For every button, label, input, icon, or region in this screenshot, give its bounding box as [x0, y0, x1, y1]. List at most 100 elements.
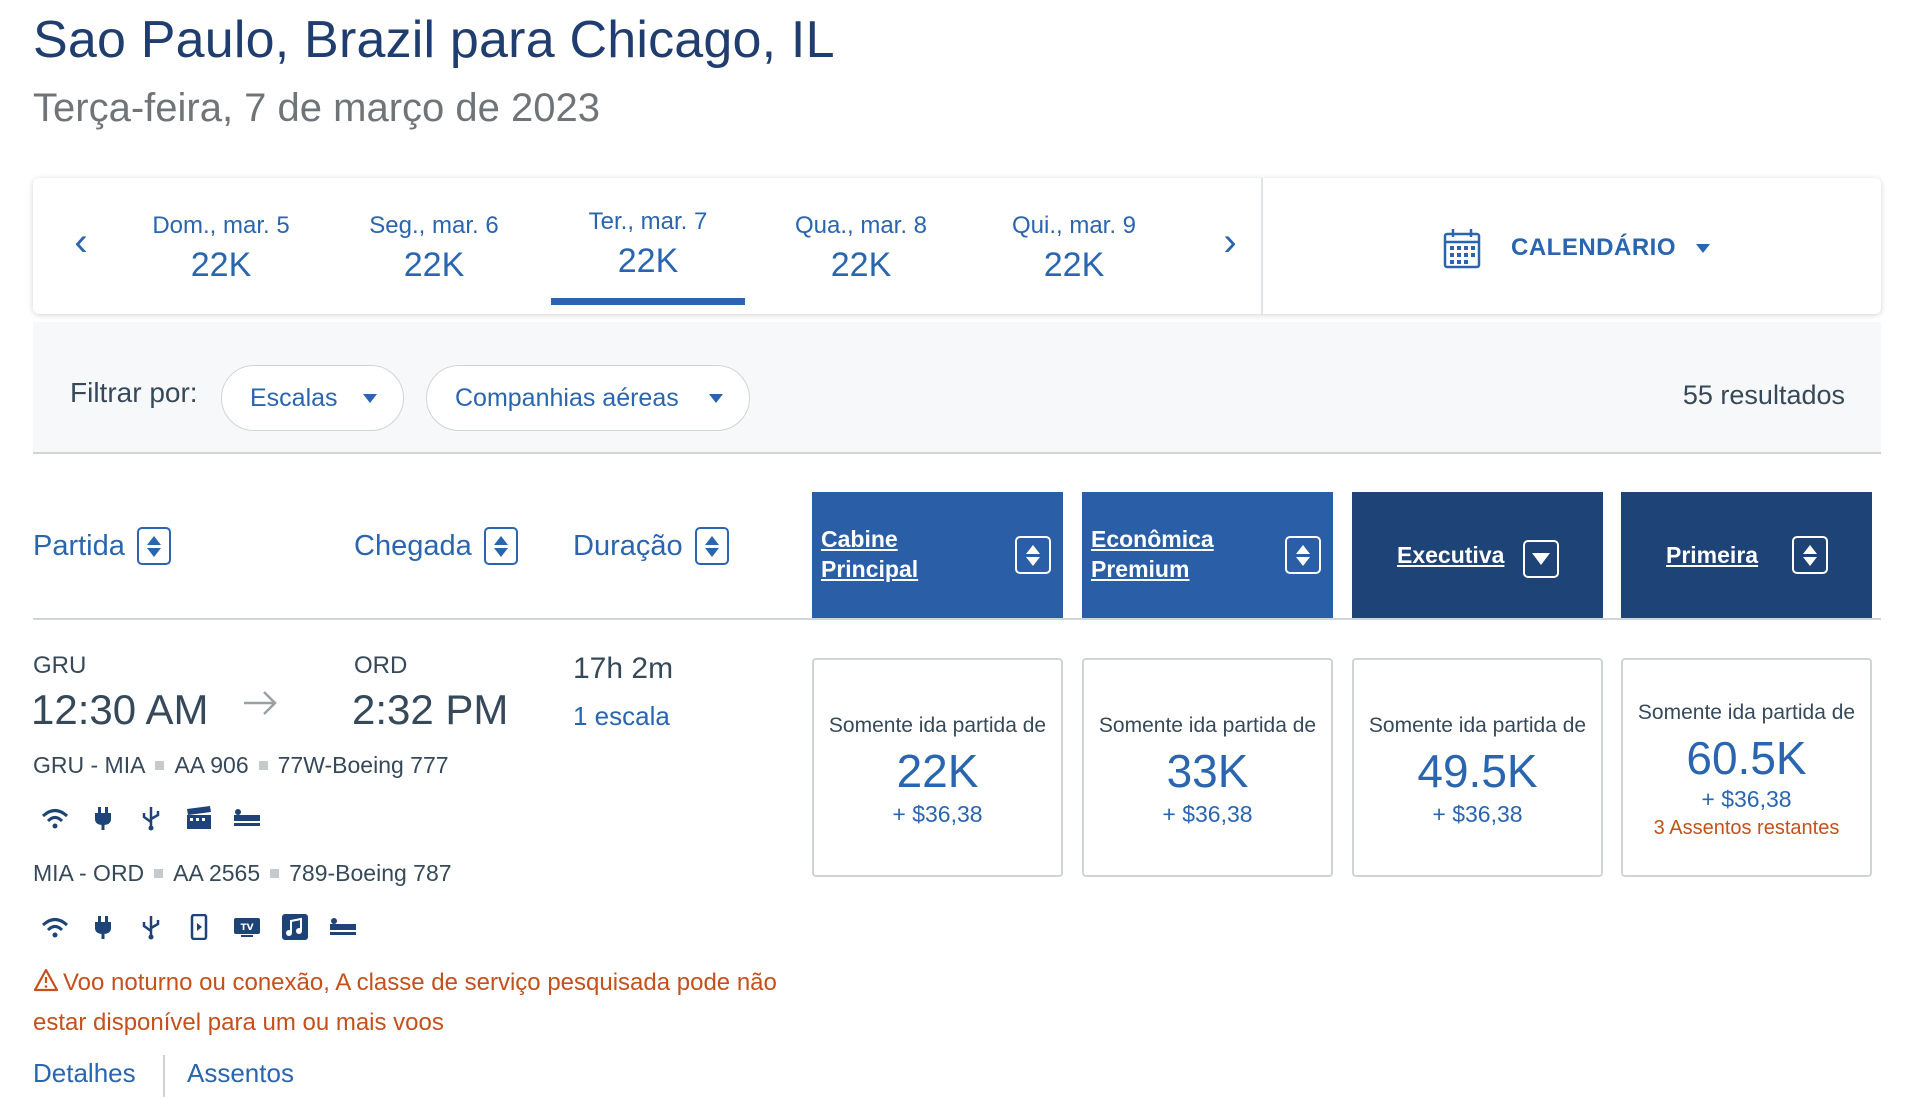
fare-card-business[interactable]: Somente ida partida de 49.5K + $36,38	[1352, 658, 1603, 877]
calendar-label: CALENDÁRIO	[1511, 234, 1676, 261]
cabin-header-label: Executiva	[1397, 542, 1505, 568]
date-label: Ter., mar. 7	[588, 208, 708, 235]
sort-icon	[694, 527, 729, 565]
music-icon	[282, 914, 308, 940]
result-count: 55 resultados	[1682, 380, 1845, 410]
warning-icon	[33, 968, 59, 992]
sort-icon	[1285, 536, 1321, 574]
seats-link[interactable]: Assentos	[187, 1058, 294, 1088]
cabin-header-first[interactable]: Primeira	[1621, 492, 1872, 620]
sort-by-arrival[interactable]: Chegada	[354, 527, 518, 565]
cabin-header-label: Primeira	[1666, 542, 1759, 568]
date-option-mar-5[interactable]: Dom., mar. 5 22K	[124, 212, 318, 285]
separator	[258, 761, 268, 770]
fare-miles: 60.5K	[1686, 732, 1807, 784]
flight-segment-1: GRU - MIA AA 906 77W-Boeing 777	[33, 752, 449, 779]
stops-link[interactable]: 1 escala	[573, 701, 670, 731]
fare-caption: Somente ida partida de	[1637, 701, 1856, 724]
flight-duration: 17h 2m	[573, 652, 674, 685]
filter-bar: Filtrar por: Escalas Companhias aéreas 5…	[33, 322, 1881, 454]
cabin-header-label: Cabine Principal	[821, 526, 919, 582]
details-link[interactable]: Detalhes	[33, 1058, 136, 1088]
date-label: Qui., mar. 9	[1011, 212, 1137, 239]
segment-flight-number: AA 906	[174, 752, 249, 778]
date-price: 22K	[830, 246, 892, 284]
calendar-icon	[1443, 229, 1481, 269]
cabin-header-main[interactable]: Cabine Principal	[812, 492, 1063, 620]
page-title: Sao Paulo, Brazil para Chicago, IL	[33, 11, 835, 69]
date-option-mar-9[interactable]: Qui., mar. 9 22K	[977, 212, 1171, 285]
sort-descending-icon	[1523, 540, 1559, 578]
stops-filter-dropdown[interactable]: Escalas	[221, 365, 404, 431]
fare-miles: 22K	[896, 745, 979, 797]
date-option-mar-8[interactable]: Qua., mar. 8 22K	[764, 212, 958, 285]
divider	[163, 1055, 165, 1097]
separator	[155, 761, 165, 770]
flight-segment-2: MIA - ORD AA 2565 789-Boeing 787	[33, 860, 452, 887]
date-label: Dom., mar. 5	[152, 212, 290, 239]
sort-by-departure[interactable]: Partida	[33, 527, 171, 565]
page-subtitle-date: Terça-feira, 7 de março de 2023	[33, 86, 600, 130]
segment-1-amenities	[40, 805, 262, 831]
svg-text:TV: TV	[240, 923, 253, 933]
usb-icon	[142, 916, 160, 940]
power-outlet-icon	[95, 807, 111, 830]
segment-route: MIA - ORD	[33, 860, 145, 886]
destination-airport-code: ORD	[354, 652, 408, 679]
chevron-right-icon[interactable]: ›	[1223, 220, 1237, 264]
fare-card-first[interactable]: Somente ida partida de 60.5K + $36,38 3 …	[1621, 658, 1872, 877]
segment-flight-number: AA 2565	[173, 860, 261, 886]
sort-by-duration[interactable]: Duração	[573, 527, 729, 565]
tv-icon: TV	[234, 918, 260, 937]
selected-date-underline	[551, 298, 745, 305]
arrow-right-icon	[244, 691, 277, 715]
usb-icon	[142, 807, 160, 831]
cabin-header-business[interactable]: Executiva	[1352, 492, 1603, 620]
date-option-mar-6[interactable]: Seg., mar. 6 22K	[337, 212, 531, 285]
fare-tax: + $36,38	[1432, 801, 1523, 827]
wifi-icon	[41, 809, 69, 829]
calendar-button[interactable]: CALENDÁRIO	[1443, 226, 1710, 270]
chevron-down-icon	[363, 394, 377, 403]
sort-duration-label: Duração	[573, 529, 683, 562]
power-outlet-icon	[95, 916, 111, 939]
overnight-warning: Voo noturno ou conexão, A classe de serv…	[33, 963, 833, 1043]
fare-miles: 33K	[1166, 745, 1249, 797]
fare-card-main-cabin[interactable]: Somente ida partida de 22K + $36,38	[812, 658, 1063, 877]
fare-card-premium-economy[interactable]: Somente ida partida de 33K + $36,38	[1082, 658, 1333, 877]
separator	[154, 869, 164, 878]
fare-miles: 49.5K	[1417, 745, 1538, 797]
cabin-header-premium-economy[interactable]: Econômica Premium	[1082, 492, 1333, 620]
departure-time: 12:30 AM	[31, 686, 209, 733]
fare-tax: + $36,38	[892, 801, 983, 827]
date-price: 22K	[617, 242, 679, 280]
segment-aircraft: 789-Boeing 787	[289, 860, 452, 886]
lie-flat-seat-icon	[330, 918, 356, 935]
date-option-mar-7-selected[interactable]: Ter., mar. 7 22K	[551, 208, 745, 281]
warning-text: Voo noturno ou conexão, A classe de serv…	[33, 969, 777, 1036]
arrival-time: 2:32 PM	[352, 686, 509, 733]
fare-caption: Somente ida partida de	[1098, 714, 1317, 737]
sort-arrival-label: Chegada	[354, 529, 472, 562]
fare-caption: Somente ida partida de	[828, 714, 1047, 737]
cabin-header-label: Econômica Premium	[1091, 526, 1214, 582]
fare-tax: + $36,38	[1162, 801, 1253, 827]
sort-icon	[1792, 536, 1828, 574]
chevron-down-icon	[709, 394, 723, 403]
segment-2-amenities: TV	[40, 914, 358, 940]
separator	[270, 869, 280, 878]
airlines-filter-dropdown[interactable]: Companhias aéreas	[426, 365, 750, 431]
lie-flat-seat-icon	[234, 809, 260, 826]
sort-icon	[1015, 536, 1051, 574]
filter-label: Filtrar por:	[70, 377, 198, 408]
fare-caption: Somente ida partida de	[1368, 714, 1587, 737]
date-label: Seg., mar. 6	[369, 212, 499, 239]
sort-icon	[483, 527, 518, 565]
chevron-left-icon[interactable]: ‹	[74, 220, 88, 264]
date-price: 22K	[1043, 246, 1105, 284]
segment-aircraft: 77W-Boeing 777	[277, 752, 449, 778]
divider	[33, 618, 1881, 620]
origin-airport-code: GRU	[33, 652, 87, 679]
wifi-icon	[41, 918, 69, 938]
sort-icon	[136, 527, 171, 565]
